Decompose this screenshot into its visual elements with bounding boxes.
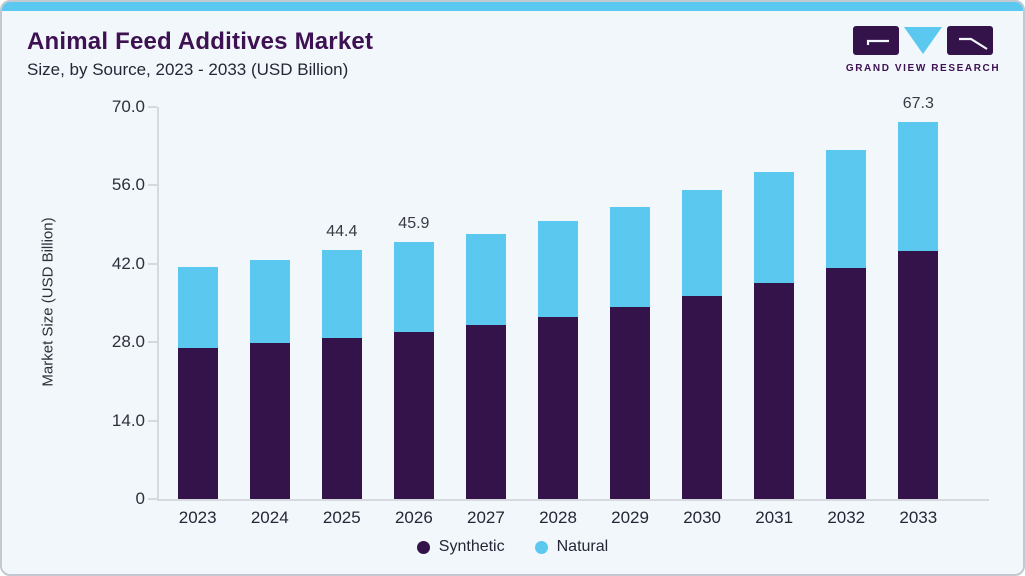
r-mark-icon xyxy=(947,26,993,55)
x-tick-label: 2031 xyxy=(755,508,794,527)
y-tick-mark xyxy=(148,419,157,422)
y-tick-mark xyxy=(148,262,157,265)
x-tick-label: 2027 xyxy=(467,508,505,527)
y-tick-mark xyxy=(148,498,157,500)
x-tick-label: 2023 xyxy=(178,508,217,527)
bar-segment-synthetic xyxy=(321,338,362,499)
bar-segment-synthetic xyxy=(610,306,651,499)
y-tick-mark xyxy=(148,184,157,187)
g-mark-icon xyxy=(853,26,899,55)
bar-segment-natural xyxy=(249,259,290,344)
y-axis-title: Market Size (USD Billion) xyxy=(39,217,57,387)
bar-2023 xyxy=(177,266,218,499)
bar-2031 xyxy=(754,171,795,499)
x-tick-label: 2029 xyxy=(611,508,649,527)
bar-segment-natural xyxy=(754,171,795,283)
y-tick-label: 0 xyxy=(135,489,145,508)
bar-segment-natural xyxy=(826,149,867,268)
y-tick-mark xyxy=(148,341,157,344)
legend-item-natural: Natural xyxy=(534,538,609,556)
v-triangle-icon xyxy=(904,27,942,54)
natural-swatch-icon xyxy=(534,540,548,554)
bar-2026 xyxy=(393,241,434,499)
legend-label: Natural xyxy=(556,538,609,555)
synthetic-swatch-icon xyxy=(416,540,430,554)
x-tick-label: 2033 xyxy=(899,508,938,527)
bar-segment-synthetic xyxy=(898,250,939,499)
x-tick-label: 2032 xyxy=(827,508,866,527)
legend-label: Synthetic xyxy=(438,538,505,555)
x-tick-label: 2024 xyxy=(250,508,289,527)
bar-segment-synthetic xyxy=(465,325,506,499)
page-title: Animal Feed Additives Market xyxy=(27,28,374,55)
y-tick-label: 42.0 xyxy=(111,253,145,273)
bar-2025 xyxy=(321,250,362,499)
bar-2027 xyxy=(465,233,506,499)
bar-total-label: 44.4 xyxy=(326,223,358,241)
bar-segment-synthetic xyxy=(393,332,434,499)
bar-segment-synthetic xyxy=(177,347,218,499)
bar-segment-synthetic xyxy=(754,282,795,499)
bar-total-label: 45.9 xyxy=(398,214,430,232)
x-tick-label: 2030 xyxy=(683,508,722,527)
bar-total-label: 67.3 xyxy=(902,95,934,113)
bar-2033 xyxy=(898,122,939,499)
top-accent-bar xyxy=(2,2,1023,11)
gvr-logo-wordmark: GRAND VIEW RESEARCH xyxy=(845,63,1001,74)
bar-2024 xyxy=(249,259,290,499)
bar-segment-synthetic xyxy=(682,296,723,499)
x-tick-label: 2025 xyxy=(322,508,361,527)
x-tick-label: 2028 xyxy=(539,508,577,527)
legend-item-synthetic: Synthetic xyxy=(416,538,505,556)
bar-2032 xyxy=(826,149,867,499)
x-tick-label: 2026 xyxy=(394,508,433,527)
y-tick-label: 28.0 xyxy=(111,332,145,352)
bar-segment-synthetic xyxy=(538,317,578,499)
legend: Synthetic Natural xyxy=(2,538,1023,556)
bar-segment-natural xyxy=(610,207,651,307)
bar-segment-natural xyxy=(321,250,362,339)
y-tick-label: 56.0 xyxy=(111,175,145,195)
bar-2030 xyxy=(682,189,723,499)
gvr-logo: GRAND VIEW RESEARCH xyxy=(845,26,1001,74)
bar-segment-natural xyxy=(177,266,218,348)
bar-2029 xyxy=(610,207,651,499)
bar-segment-natural xyxy=(898,122,939,251)
gvr-logo-marks xyxy=(853,26,993,56)
plot-area: 0 14.0 28.0 42.0 56.0 70.0 2023 2024 2025 44.4 202… xyxy=(112,95,989,527)
bar-segment-natural xyxy=(393,241,434,333)
bar-segment-natural xyxy=(538,221,578,317)
y-tick-label: 14.0 xyxy=(111,410,145,430)
y-tick-mark xyxy=(148,106,157,108)
bar-segment-synthetic xyxy=(249,343,290,499)
page-subtitle: Size, by Source, 2023 - 2033 (USD Billio… xyxy=(27,60,349,79)
bar-2028 xyxy=(538,221,578,499)
bar-segment-synthetic xyxy=(826,267,867,499)
y-tick-label: 70.0 xyxy=(111,97,145,116)
bar-segment-natural xyxy=(465,233,506,326)
bar-segment-natural xyxy=(682,189,723,297)
